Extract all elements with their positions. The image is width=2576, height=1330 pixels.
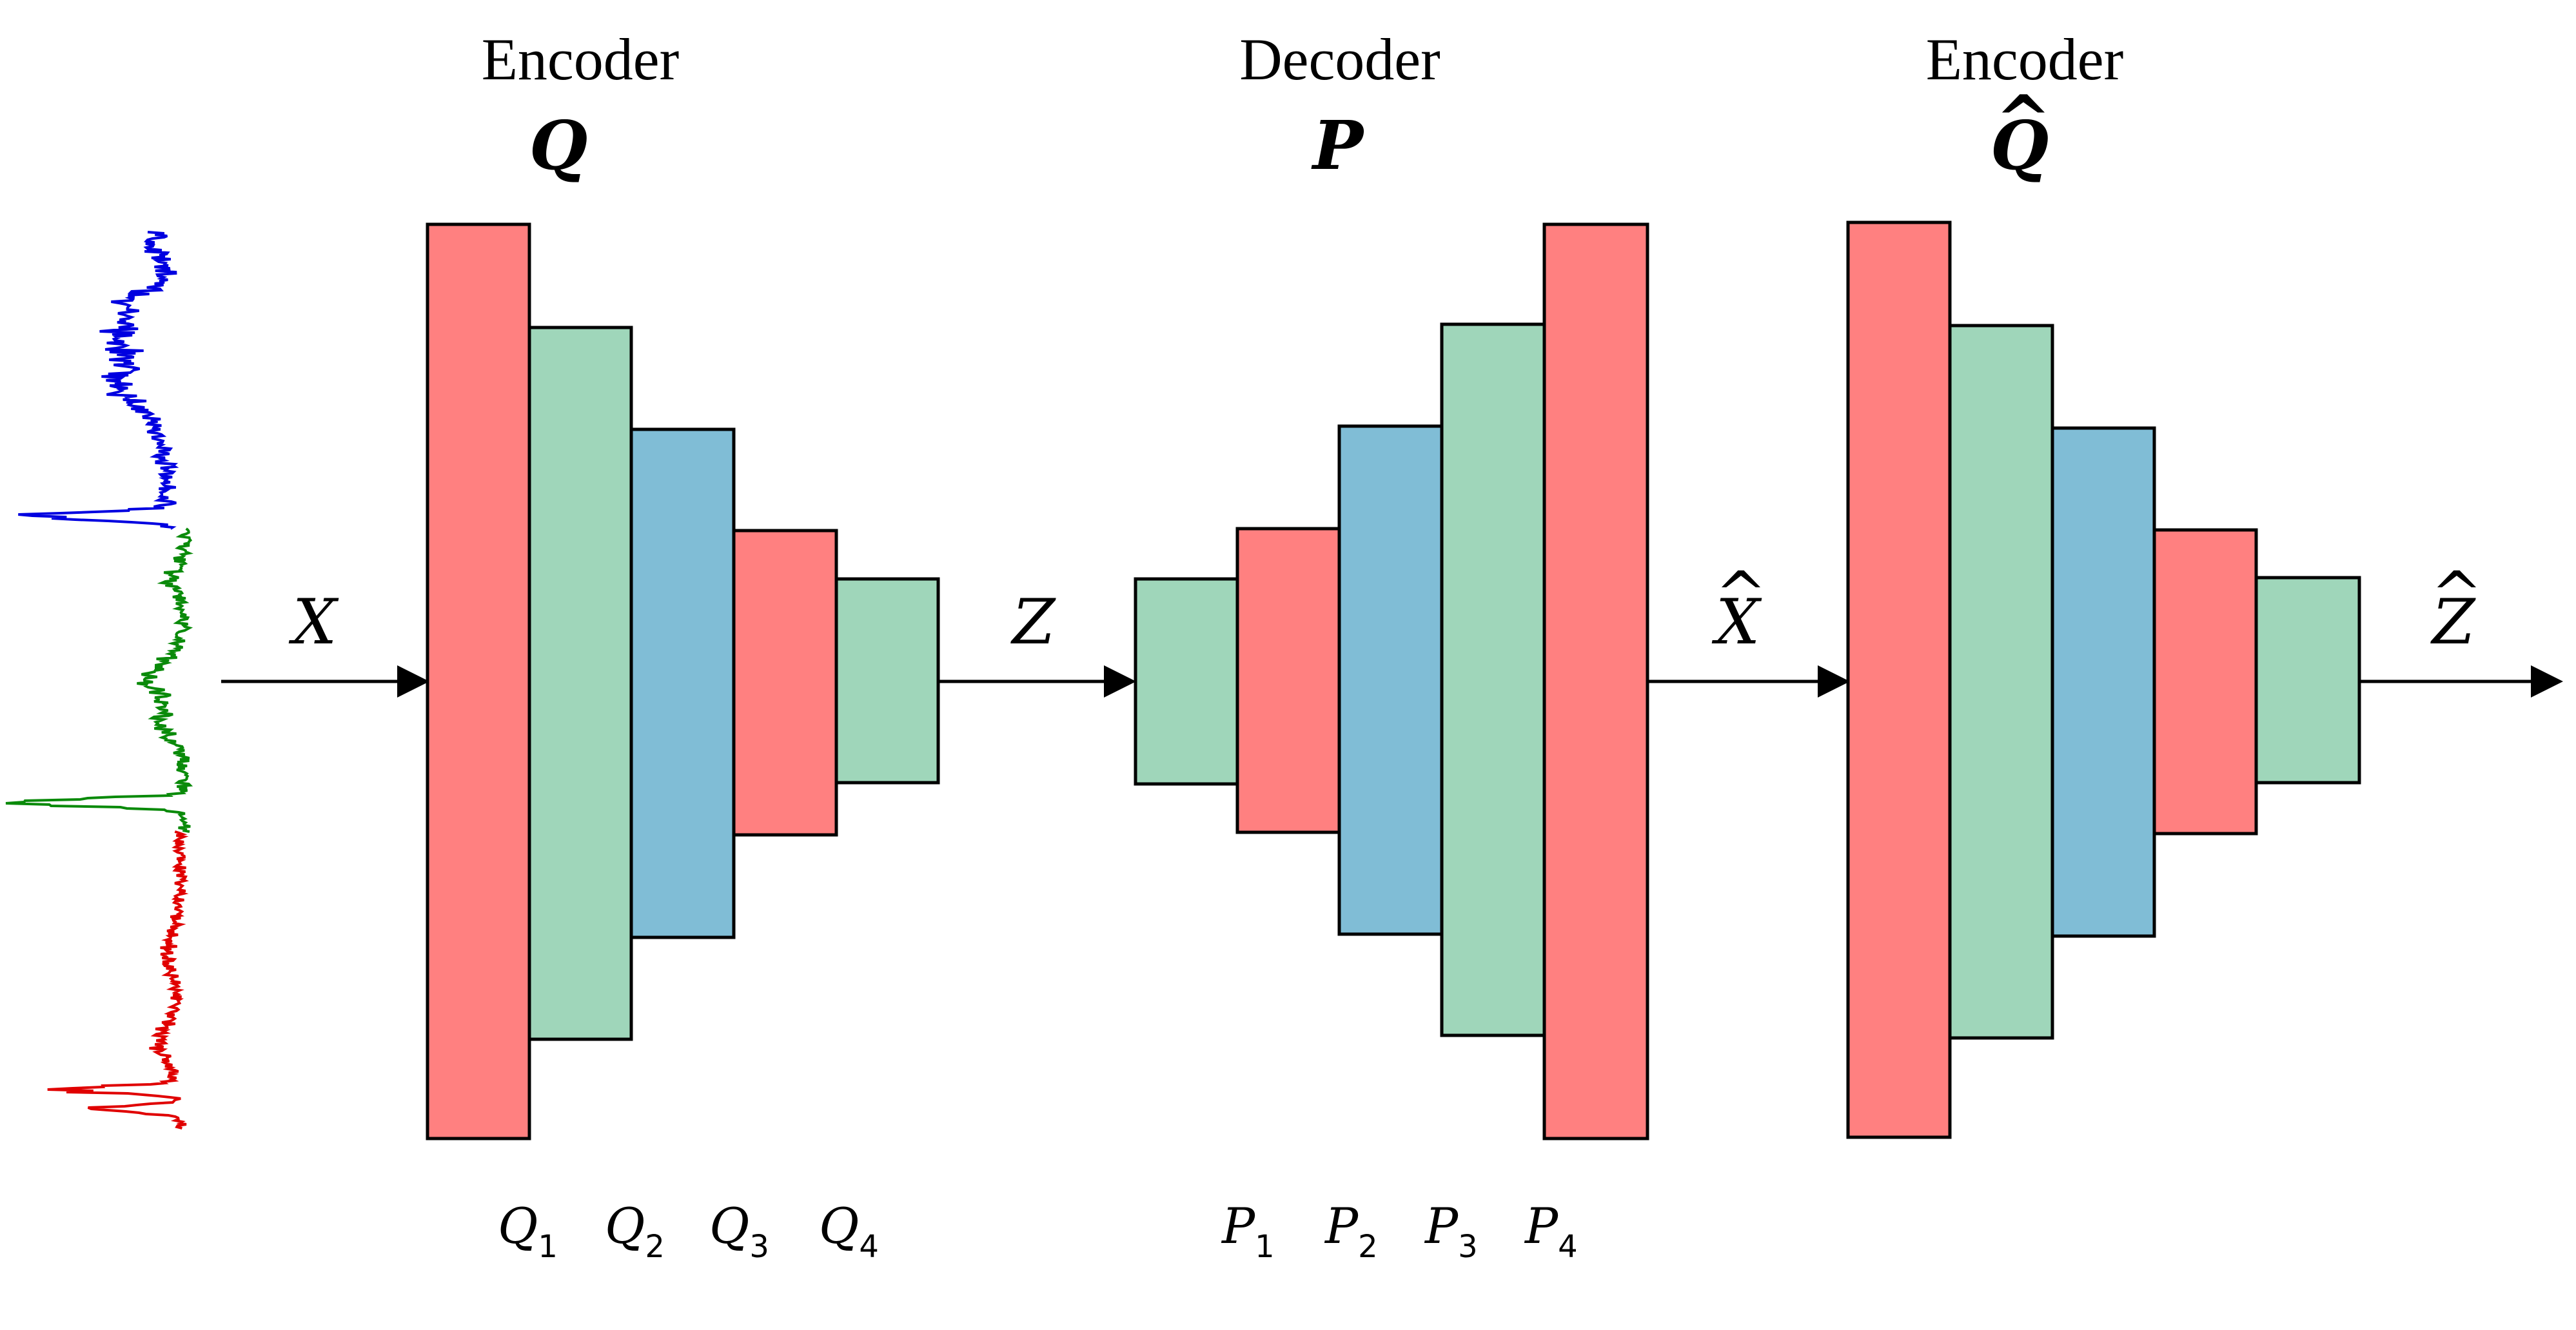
signal-trace-blue [18, 231, 179, 530]
decoder-p-layer-3 [1337, 424, 1444, 936]
hat-accent-x: ^ [1715, 558, 1767, 631]
encoder-q-hat-layer-3 [2050, 426, 2156, 938]
encoder-q-layer-5 [834, 577, 940, 785]
input-signal [5, 231, 194, 1130]
encoder-q-layers [426, 222, 940, 1140]
block-symbol-p: P [1311, 106, 1365, 185]
encoder-layer-label-q2: Q2 [605, 1197, 665, 1265]
encoder-q-layer-4 [732, 529, 838, 837]
block-symbol-q: Q [529, 106, 588, 185]
decoder-p-layer-5 [1542, 222, 1649, 1140]
encoder-q-layer-1 [426, 222, 531, 1140]
decoder-layer-label-p2: P2 [1324, 1197, 1378, 1265]
flow-label-x-hat: X [1711, 586, 1762, 658]
flow-label-z: Z [1010, 586, 1057, 658]
hat-accent-z: ^ [2431, 558, 2483, 631]
block-title-encoder-q: Encoder [482, 26, 680, 92]
decoder-p-layer-4 [1440, 322, 1546, 1037]
encoder-q-layer-3 [629, 427, 736, 939]
decoder-p-layer-2 [1235, 527, 1341, 834]
encoder-q-layer-2 [527, 326, 633, 1041]
decoder-layer-label-p4: P4 [1524, 1197, 1578, 1265]
flow-label-z-hat: Z [2430, 586, 2477, 658]
encoder-layer-label-q1: Q1 [498, 1197, 558, 1265]
decoder-layer-label-p3: P3 [1424, 1197, 1478, 1265]
hat-accent-q: ^ [1995, 80, 2051, 159]
block-title-encoder-q-hat: Encoder [1926, 26, 2124, 92]
encoder-q-hat-layers [1846, 220, 2361, 1139]
encoder-q-hat-layer-5 [2254, 576, 2361, 785]
signal-trace-green [5, 527, 194, 833]
decoder-layer-label-p1: P1 [1221, 1197, 1275, 1265]
encoder-q-hat-layer-1 [1846, 220, 1952, 1139]
decoder-p-layer-1 [1134, 577, 1239, 786]
block-title-decoder-p: Decoder [1239, 26, 1440, 92]
flow-label-x: X [288, 586, 339, 658]
encoder-layer-label-q4: Q4 [819, 1197, 879, 1265]
encoder-layer-label-q3: Q3 [709, 1197, 769, 1265]
decoder-p-layers [1134, 222, 1649, 1140]
encoder-q-hat-layer-2 [1948, 324, 2054, 1040]
block-symbol-q-hat: Q [1991, 106, 2049, 185]
signal-trace-red [47, 830, 190, 1130]
encoder-q-hat-layer-4 [2152, 528, 2258, 836]
